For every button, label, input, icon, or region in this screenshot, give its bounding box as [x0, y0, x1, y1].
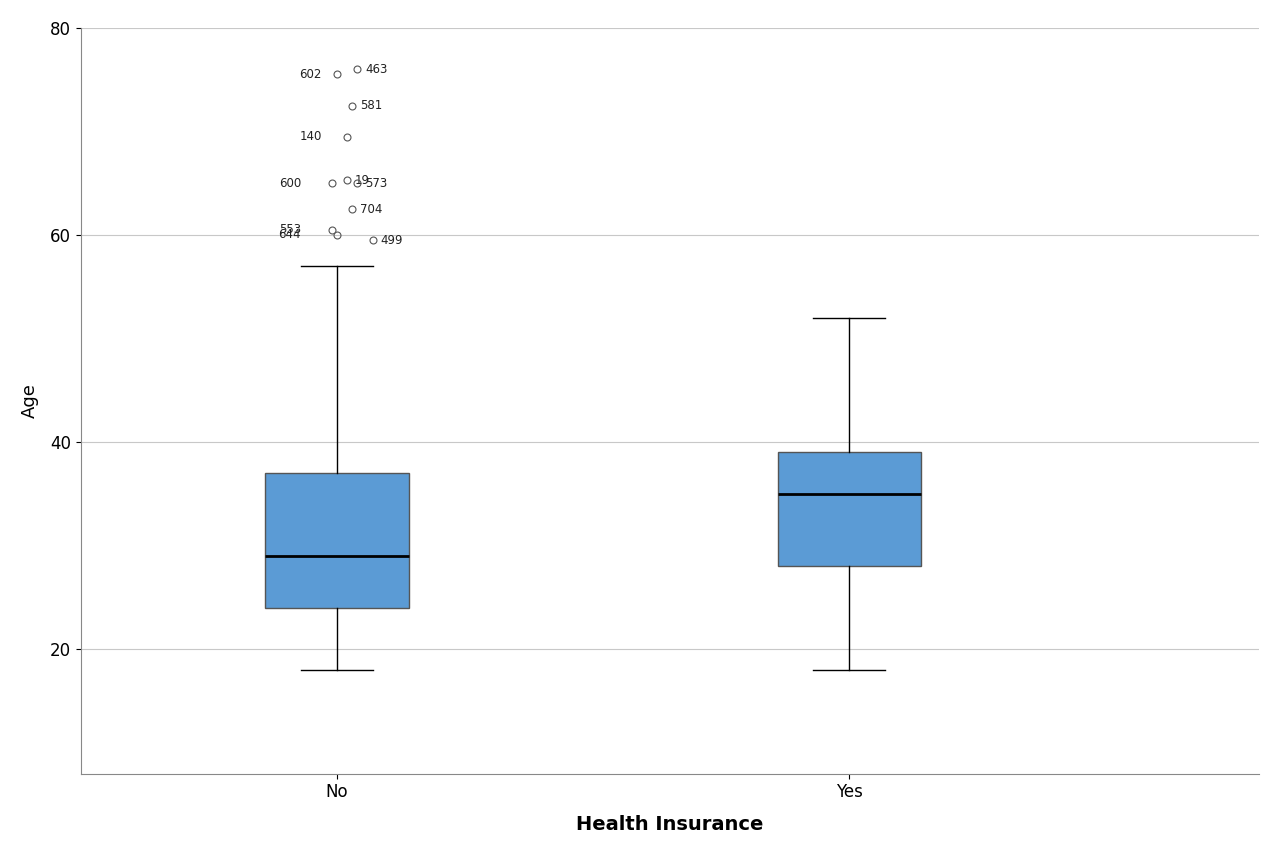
Y-axis label: Age: Age: [20, 383, 38, 418]
Text: 499: 499: [380, 233, 403, 246]
Text: 644: 644: [279, 228, 301, 241]
Text: 553: 553: [279, 223, 301, 236]
Text: 602: 602: [300, 68, 321, 81]
PathPatch shape: [777, 452, 922, 566]
Text: 581: 581: [360, 99, 383, 112]
Text: 573: 573: [365, 177, 388, 190]
Text: 19: 19: [355, 174, 370, 186]
Text: 600: 600: [279, 177, 301, 190]
Text: 140: 140: [300, 130, 321, 143]
Text: 463: 463: [365, 62, 388, 76]
Text: 704: 704: [360, 203, 383, 215]
X-axis label: Health Insurance: Health Insurance: [576, 815, 764, 834]
PathPatch shape: [265, 473, 408, 608]
